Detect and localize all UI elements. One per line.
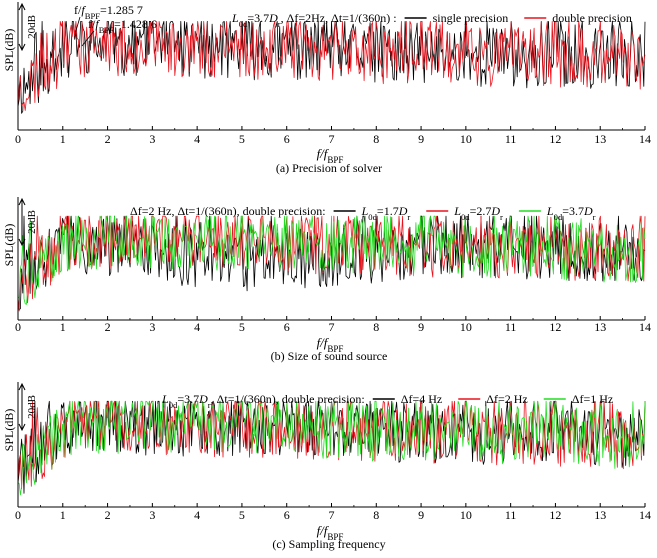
legend-label-2: Δf=2 Hz [486, 392, 527, 406]
x-tick-label: 7 [329, 508, 335, 522]
x-tick-label: 0 [15, 320, 21, 334]
x-tick-label: 0 [15, 132, 21, 146]
x-tick-label: 10 [460, 320, 472, 334]
legend-label-1: single precision [433, 11, 509, 25]
legend-lead: L0d=3.7Dr, Δt=1/(360n), double precision… [161, 392, 365, 410]
x-tick-label: 3 [149, 320, 155, 334]
scale-bar-arrow-up [18, 382, 26, 391]
panel-caption: (a) Precision of solver [276, 161, 382, 175]
x-tick-label: 14 [639, 508, 651, 522]
x-tick-label: 12 [549, 508, 561, 522]
x-tick-label: 6 [284, 508, 290, 522]
x-tick-label: 10 [460, 508, 472, 522]
scale-bar-label: 20dB [26, 15, 38, 39]
legend-label-1: L0d=1.7Dr [361, 204, 411, 222]
x-tick-label: 0 [15, 508, 21, 522]
x-tick-label: 1 [60, 508, 66, 522]
scale-bar-arrow-up [18, 197, 26, 206]
x-tick-label: 8 [373, 320, 379, 334]
x-tick-label: 8 [373, 132, 379, 146]
legend-label-1: Δf=4 Hz [401, 392, 442, 406]
x-tick-label: 7 [329, 132, 335, 146]
x-tick-label: 5 [239, 320, 245, 334]
chart-panel-1: 0 1 2 3 4 5 6 7 8 9 10 11 12 13 14f/fBPF(a) Precision … [2, 2, 651, 175]
x-tick-label: 13 [594, 132, 606, 146]
x-axis-label: f/fBPF [317, 523, 344, 542]
x-tick-label: 5 [239, 132, 245, 146]
x-tick-label: 11 [505, 508, 517, 522]
chart-panel-2: 0 1 2 3 4 5 6 7 8 9 10 11 12 13 14f/fBPF(b) Size of so… [2, 197, 651, 363]
legend-lead: L0d=3.7Dr, Δf=2Hz, Δt=1/(360n) : [231, 11, 397, 29]
series-line-3 [17, 400, 646, 496]
scale-bar-arrow-down [18, 423, 26, 432]
x-tick-label: 13 [594, 508, 606, 522]
x-tick-label: 4 [194, 320, 200, 334]
x-axis-label: f/fBPF [317, 146, 344, 165]
x-tick-label: 9 [418, 320, 424, 334]
x-tick-label: 6 [284, 320, 290, 334]
x-tick-label: 6 [284, 132, 290, 146]
chart-panel-3: 0 1 2 3 4 5 6 7 8 9 10 11 12 13 14f/fBPF(c) Sampling f… [2, 382, 651, 551]
panel-caption: (c) Sampling frequency [272, 537, 385, 551]
x-tick-label: 1 [60, 320, 66, 334]
legend-lead: Δf=2 Hz, Δt=1/(360n), double precision: [130, 204, 326, 218]
x-tick-label: 7 [329, 320, 335, 334]
x-tick-label: 2 [105, 132, 111, 146]
x-tick-label: 4 [194, 508, 200, 522]
x-tick-label: 14 [639, 320, 651, 334]
x-tick-label: 11 [505, 320, 517, 334]
x-tick-label: 1 [60, 132, 66, 146]
scale-bar-arrow-up [18, 2, 26, 11]
x-tick-label: 13 [594, 320, 606, 334]
x-tick-label: 2 [105, 508, 111, 522]
x-tick-label: 2 [105, 320, 111, 334]
scale-bar-arrow-down [18, 238, 26, 247]
legend: Δf=2 Hz, Δt=1/(360n), double precision: L… [130, 204, 596, 222]
scale-bar-label: 20dB [26, 395, 38, 419]
x-tick-label: 10 [460, 132, 472, 146]
x-tick-label: 4 [194, 132, 200, 146]
legend: L0d=3.7Dr, Δt=1/(360n), double precision… [161, 392, 613, 410]
annotation-label-2: f/fBPF=1.428 6 [88, 17, 157, 35]
x-tick-label: 12 [549, 132, 561, 146]
x-tick-label: 3 [149, 132, 155, 146]
legend-label-3: Δf=1 Hz [572, 392, 613, 406]
x-tick-label: 5 [239, 508, 245, 522]
x-tick-label: 14 [639, 132, 651, 146]
x-tick-label: 3 [149, 508, 155, 522]
series-line-2 [17, 21, 646, 111]
legend-label-3: L0d=3.7Dr [546, 204, 596, 222]
x-tick-label: 12 [549, 320, 561, 334]
y-axis-label: SPL(dB) [2, 409, 16, 452]
scale-bar-label: 20dB [26, 210, 38, 234]
panel-caption: (b) Size of sound source [271, 349, 388, 363]
x-tick-label: 9 [418, 132, 424, 146]
annotation-label-1: f/fBPF=1.285 7 [74, 3, 143, 21]
y-axis-label: SPL(dB) [2, 224, 16, 267]
annotation-arrow-2 [81, 30, 95, 47]
series-line-3 [17, 215, 646, 305]
x-tick-label: 8 [373, 508, 379, 522]
x-tick-label: 9 [418, 508, 424, 522]
x-tick-label: 11 [505, 132, 517, 146]
y-axis-label: SPL(dB) [2, 29, 16, 72]
scale-bar-arrow-down [18, 43, 26, 52]
annotation-arrow-1 [75, 16, 81, 33]
x-axis-label: f/fBPF [317, 335, 344, 354]
legend-label-2: L0d=2.7Dr [453, 204, 503, 222]
legend: L0d=3.7Dr, Δf=2Hz, Δt=1/(360n) : single p… [231, 11, 632, 29]
legend-label-2: double precision [552, 11, 632, 25]
